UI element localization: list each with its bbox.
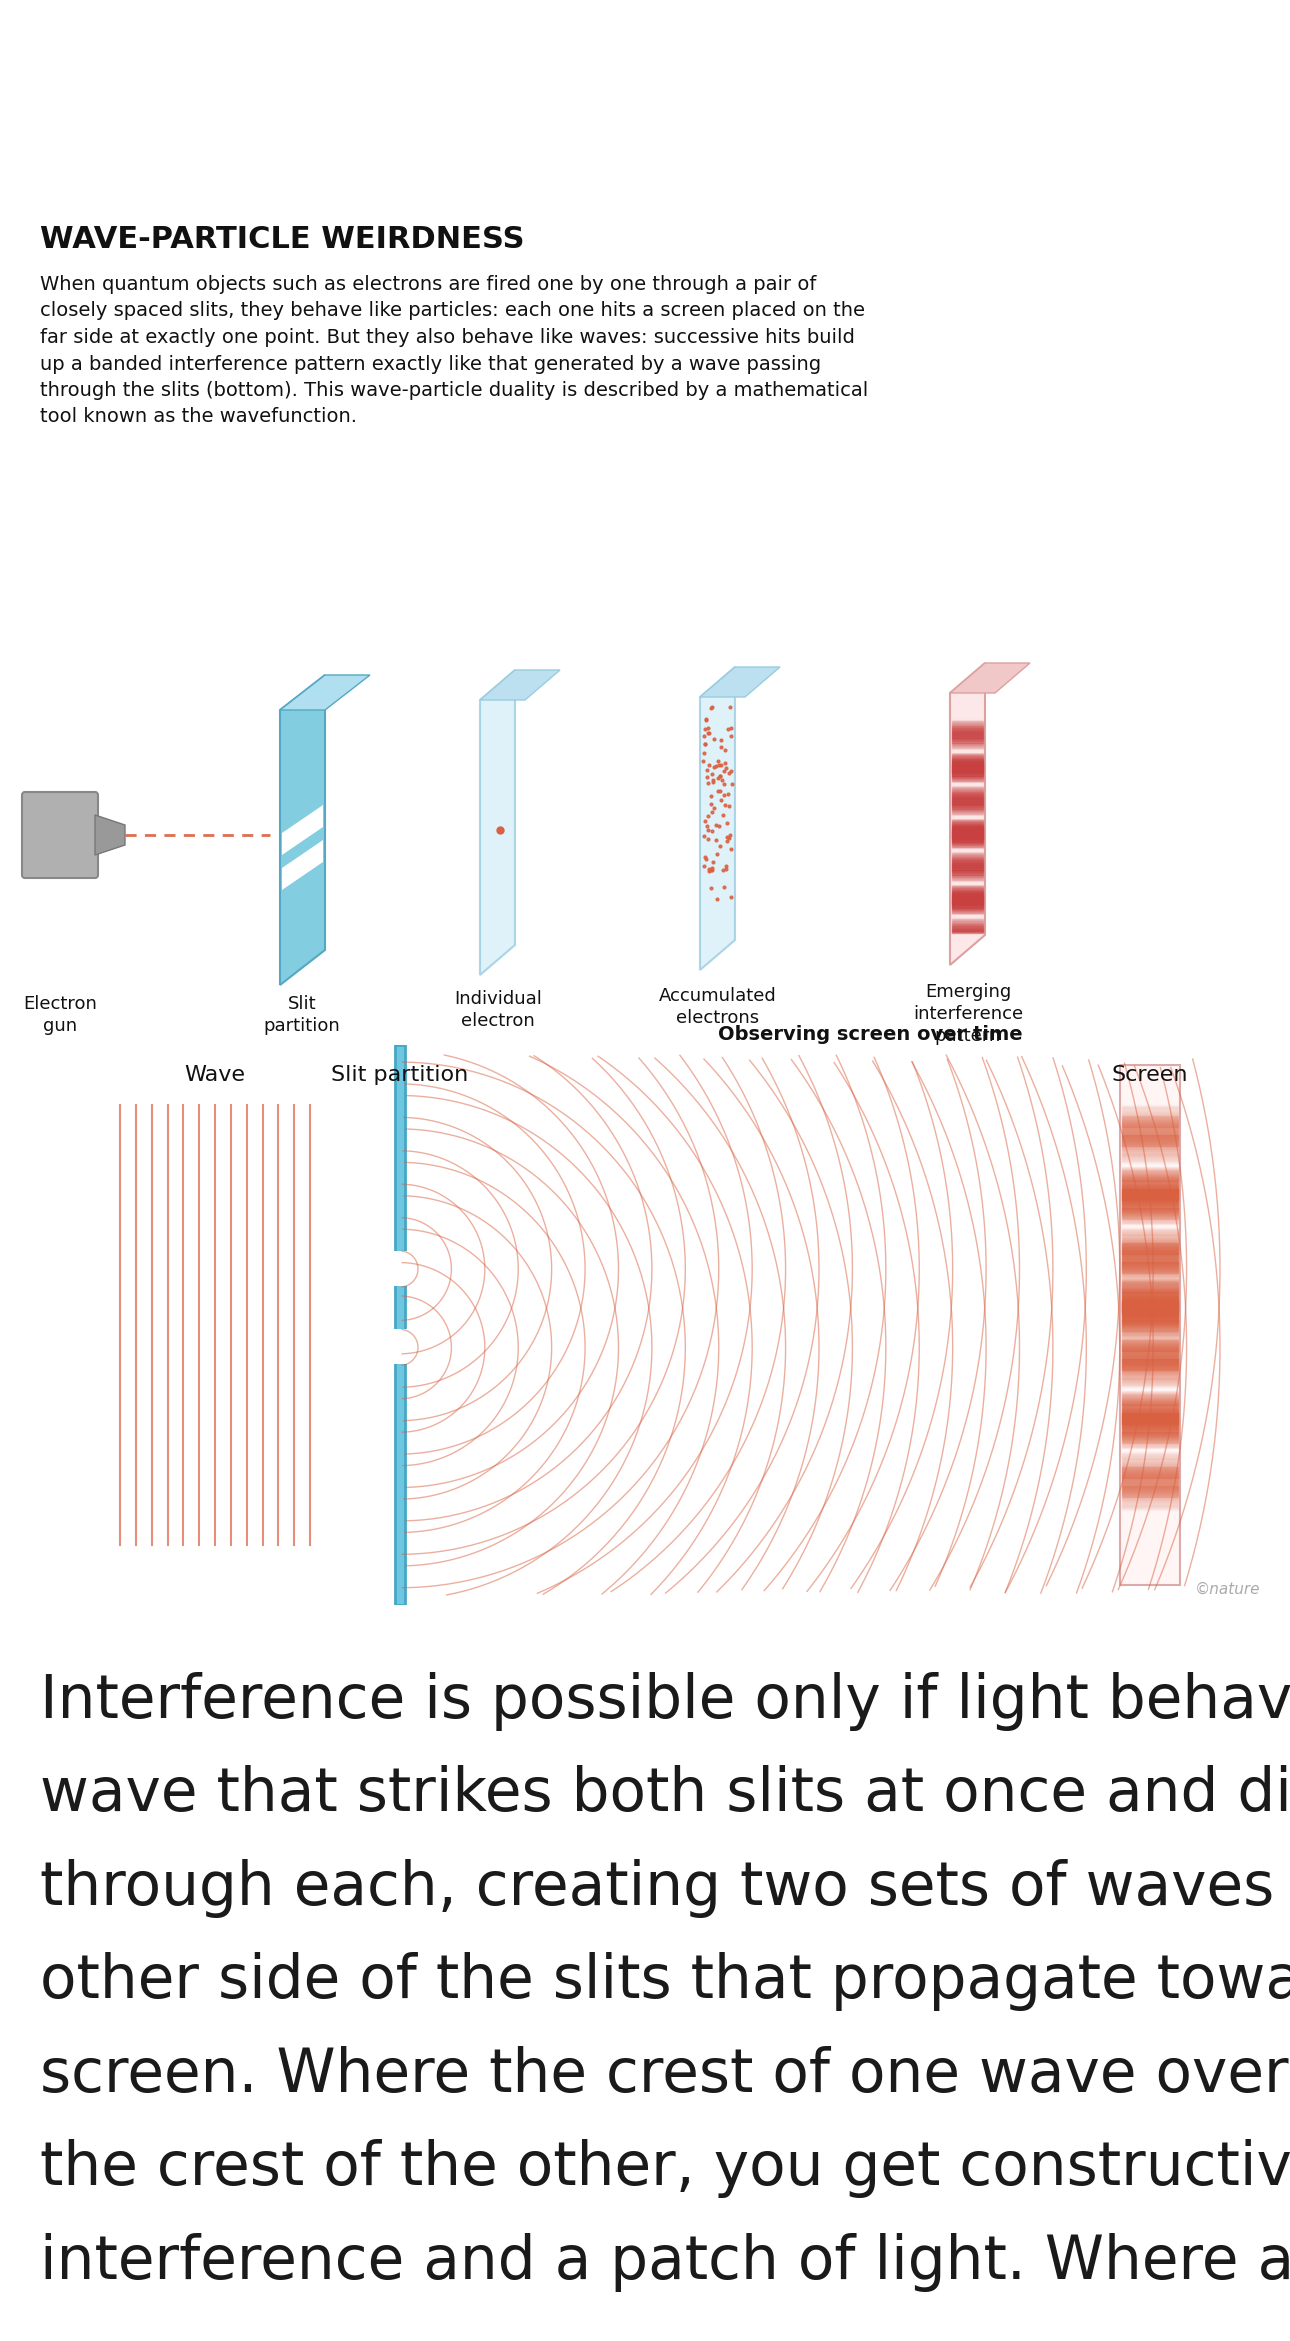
Text: Individual
electron: Individual electron [454, 990, 542, 1030]
FancyBboxPatch shape [22, 791, 98, 878]
Bar [1120, 1065, 1180, 1585]
Polygon shape [280, 674, 325, 986]
Text: Screen: Screen [1112, 1065, 1188, 1084]
Polygon shape [480, 670, 560, 700]
Polygon shape [949, 663, 1029, 693]
Text: Wave: Wave [184, 1065, 245, 1084]
Text: Electron
gun: Electron gun [23, 995, 97, 1035]
Bar [393, 1250, 408, 1285]
Text: Download PDF: Download PDF [40, 56, 321, 94]
Text: the crest of the other, you get constructive: the crest of the other, you get construc… [40, 2140, 1290, 2198]
Text: other side of the slits that propagate towards the: other side of the slits that propagate t… [40, 1952, 1290, 2011]
Text: Observing screen over time: Observing screen over time [717, 1025, 1022, 1044]
Text: WAVE-PARTICLE WEIRDNESS: WAVE-PARTICLE WEIRDNESS [40, 225, 525, 255]
Text: wave that strikes both slits at once and diffracts: wave that strikes both slits at once and… [40, 1765, 1290, 1824]
Polygon shape [700, 667, 735, 969]
Text: ©nature: ©nature [1195, 1583, 1260, 1597]
Text: Interference is possible only if light behaves as a: Interference is possible only if light b… [40, 1671, 1290, 1730]
Polygon shape [95, 815, 125, 854]
Polygon shape [700, 667, 780, 698]
Text: screen. Where the crest of one wave overlaps with: screen. Where the crest of one wave over… [40, 2046, 1290, 2105]
Bar [393, 1330, 408, 1365]
Polygon shape [283, 805, 322, 854]
Text: Emerging
interference
pattern: Emerging interference pattern [913, 983, 1023, 1046]
Text: Accumulated
electrons: Accumulated electrons [659, 988, 777, 1028]
Polygon shape [480, 670, 515, 974]
Polygon shape [949, 663, 986, 964]
Polygon shape [283, 840, 322, 890]
Text: Slit partition: Slit partition [332, 1065, 468, 1084]
Polygon shape [280, 674, 370, 709]
Bar [395, 1044, 405, 1606]
Text: through each, creating two sets of waves on the: through each, creating two sets of waves… [40, 1859, 1290, 1917]
Text: interference and a patch of light. Where a crest: interference and a patch of light. Where… [40, 2233, 1290, 2292]
Text: When quantum objects such as electrons are fired one by one through a pair of
cl: When quantum objects such as electrons a… [40, 274, 868, 426]
Text: Slit
partition: Slit partition [263, 995, 341, 1035]
